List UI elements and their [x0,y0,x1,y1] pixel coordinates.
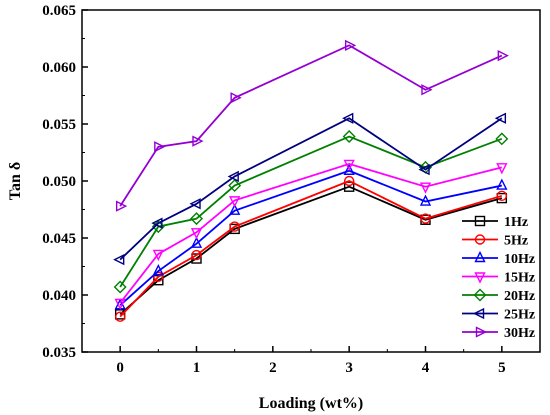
data-point [190,236,203,248]
data-point [344,39,357,51]
data-point [152,263,164,276]
data-point [114,311,126,322]
legend-item-1Hz: 1Hz [462,215,528,230]
legend-marker [474,234,486,245]
data-point [496,163,508,175]
data-point [229,203,241,215]
series-1Hz [114,181,508,320]
data-point [421,84,433,96]
data-point [496,178,508,190]
data-point [115,200,128,212]
data-point [343,175,355,187]
series-15Hz [114,159,508,311]
data-point [113,254,125,266]
y-tick-label: 0.045 [42,231,76,247]
data-point [192,135,204,147]
data-point [152,249,164,262]
data-point [154,141,166,153]
x-axis-label: Loading (wt%) [259,395,363,412]
data-point [343,159,355,171]
legend-item-25Hz: 25Hz [462,308,535,323]
data-point [191,249,202,261]
data-point [418,163,430,176]
series-line [119,135,503,288]
legend-item-15Hz: 15Hz [462,271,535,286]
legend-marker [474,250,486,263]
x-tick-label: 0 [116,360,124,376]
data-point [342,112,354,124]
series-layer [113,39,509,322]
series-30Hz [115,39,509,212]
legend-label: 10Hz [504,252,535,267]
data-point [229,221,240,232]
x-tick-label: 2 [269,360,277,376]
x-tick-label: 1 [193,360,201,376]
y-axis-label: Tan δ [7,162,24,200]
x-tick-label: 5 [498,360,506,376]
y-tick-label: 0.035 [42,345,76,361]
legend-item-5Hz: 5Hz [462,234,528,249]
data-point [495,132,509,146]
series-10Hz [114,163,508,310]
legend-label: 5Hz [504,234,528,249]
series-line [119,185,503,316]
legend-marker [473,288,487,302]
legend-item-30Hz: 30Hz [462,326,535,341]
legend-item-20Hz: 20Hz [462,288,535,304]
series-line [119,117,503,261]
legend-label: 1Hz [504,215,528,230]
series-5Hz [114,175,508,322]
y-tick-label: 0.040 [42,288,76,304]
legend-label: 25Hz [504,308,535,323]
series-line [119,162,503,304]
y-tick-label: 0.050 [42,174,76,190]
series-line [119,180,503,318]
data-point [342,130,356,144]
legend-item-10Hz: 10Hz [462,250,535,267]
data-point [419,194,432,206]
axis-ticks: 0 1 2 3 4 5 0.035 0.040 0.045 0.050 0.055 0.060 0.06… [42,3,505,376]
x-tick-label: 3 [345,360,353,376]
legend-label: 20Hz [504,289,535,304]
legend-marker [472,307,485,320]
data-point [113,280,127,294]
data-point [494,112,507,124]
data-point [230,92,242,104]
data-point [420,213,431,224]
legend-marker [474,272,486,284]
data-point [151,217,163,229]
y-tick-label: 0.055 [42,117,76,133]
plot-frame [81,9,541,353]
data-point [227,170,239,183]
series-line [119,44,503,207]
data-point [343,163,355,175]
data-point [343,181,355,192]
legend: 1Hz 5Hz 10Hz 15Hz 20Hz 25Hz 30Hz [462,215,535,341]
data-point [189,198,201,210]
y-tick-label: 0.065 [42,3,76,19]
data-point [190,228,203,240]
legend-marker [474,215,486,227]
data-point [190,212,203,226]
x-tick-label: 4 [422,360,430,376]
legend-label: 30Hz [504,326,535,341]
legend-label: 15Hz [504,271,535,286]
data-point [497,49,509,62]
y-tick-label: 0.060 [42,60,76,76]
series-line [119,169,503,306]
data-point [114,298,126,311]
data-point [229,196,241,208]
data-point [496,190,508,202]
series-25Hz [113,112,507,266]
data-point [419,182,432,194]
data-point [228,179,242,193]
legend-marker [475,326,488,338]
